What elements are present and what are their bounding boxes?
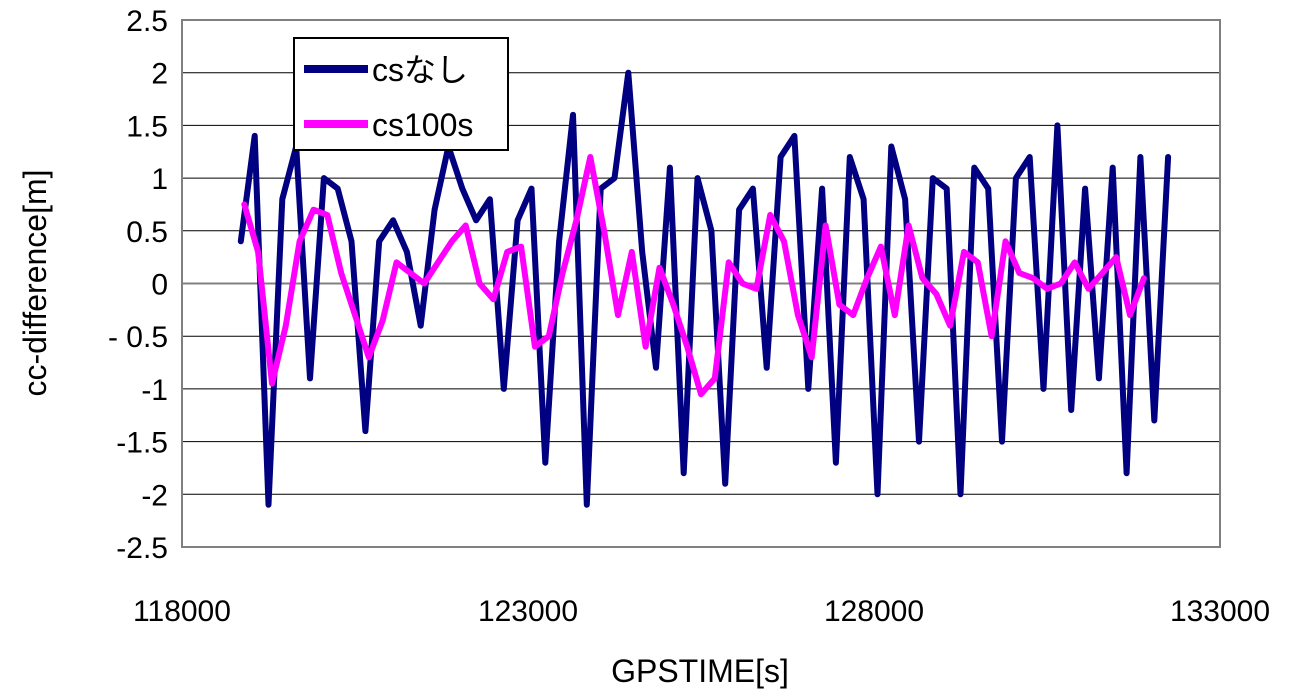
x-tick-labels: 118000 123000 128000 133000 (133, 595, 1270, 628)
x-tick-label-0: 118000 (133, 595, 231, 628)
legend-box (293, 37, 509, 151)
y-tick-label-9: -2 (141, 479, 168, 512)
x-tick-label-1: 123000 (478, 595, 578, 628)
y-tick-label-5: 0 (151, 269, 168, 302)
y-axis-title: cc-difference[m] (17, 169, 53, 396)
y-tick-label-8: -1.5 (116, 427, 168, 460)
legend-label-series-2: cs100s (372, 107, 473, 143)
x-axis-title: GPSTIME[s] (611, 653, 789, 689)
series-line-1 (237, 69, 1172, 508)
y-tick-label-0: 2.5 (126, 5, 168, 38)
legend: csなし cs100s (293, 37, 509, 151)
x-tick-label-2: 128000 (824, 595, 924, 628)
y-tick-label-2: 1.5 (126, 110, 168, 143)
y-tick-label-10: -2.5 (116, 532, 168, 565)
y-tick-labels: 2.5 2 1.5 1 0.5 0 - 0.5 -1 -1.5 -2 -2.5 (108, 5, 168, 565)
y-tick-label-7: -1 (141, 374, 168, 407)
y-tick-label-4: 0.5 (126, 216, 168, 249)
y-tick-label-3: 1 (151, 163, 168, 196)
series-line-2 (241, 154, 1147, 398)
y-tick-label-6: - 0.5 (108, 321, 168, 354)
legend-label-series-1: csなし (372, 52, 468, 88)
series-group (237, 69, 1172, 508)
plot-area (181, 19, 1221, 548)
y-tick-label-1: 2 (151, 58, 168, 91)
x-tick-label-3: 133000 (1170, 595, 1270, 628)
